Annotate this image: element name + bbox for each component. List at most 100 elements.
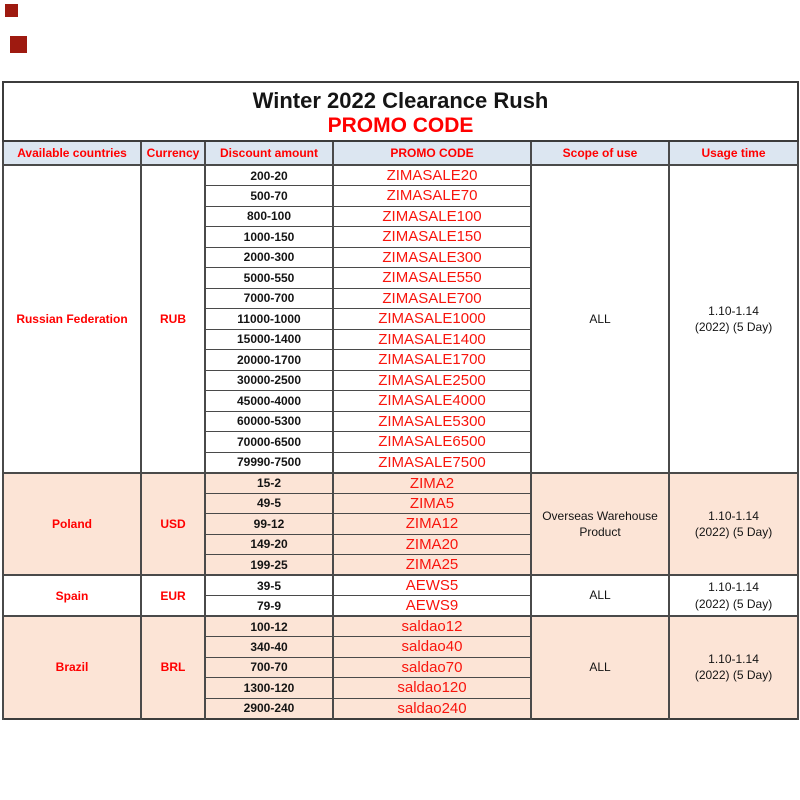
- column-header-scope-of-use: Scope of use: [530, 140, 670, 166]
- discount-amount-cell-line: 149-20: [250, 537, 288, 552]
- discount-amount-cell: 15-2: [204, 471, 334, 494]
- promo-code-cell-line: ZIMASALE100: [382, 207, 482, 225]
- promo-code-cell: ZIMASALE700: [332, 287, 532, 309]
- discount-amount-cell-line: 7000-700: [243, 291, 295, 306]
- promo-code-cell: ZIMASALE1000: [332, 308, 532, 330]
- promo-code-cell-line: ZIMASALE5300: [378, 412, 486, 430]
- promo-code-cell-line: ZIMASALE1700: [378, 351, 486, 369]
- discount-amount-cell: 79990-7500: [204, 451, 334, 473]
- promo-code-cell-line: saldao120: [397, 679, 467, 697]
- promo-code-cell: ZIMASALE150: [332, 226, 532, 248]
- country-cell-spain: Spain: [2, 574, 142, 617]
- country-cell-poland-line: Poland: [51, 516, 92, 531]
- promo-code-cell-line: ZIMASALE150: [382, 228, 482, 246]
- discount-amount-cell-line: 340-40: [250, 639, 288, 654]
- promo-code-cell: saldao12: [332, 615, 532, 637]
- currency-cell-usd: USD: [140, 471, 206, 576]
- promo-code-cell-line: ZIMASALE7500: [378, 453, 486, 471]
- table-row-russian-federation: 11000-1000 ZIMASALE1000: [3, 308, 798, 330]
- currency-cell-rub: RUB: [140, 164, 206, 473]
- promo-code-cell: ZIMA2: [332, 471, 532, 494]
- discount-amount-cell: 100-12: [204, 615, 334, 637]
- promo-code-cell: saldao240: [332, 697, 532, 719]
- promo-code-cell: ZIMASALE7500: [332, 451, 532, 473]
- promo-code-cell-line: ZIMASALE4000: [378, 392, 486, 410]
- table-row-russian-federation: Russian Federation RUB 200-20 ZIMASALE20 ALL…: [2, 164, 800, 473]
- scope-of-use-cell-poland-line: Product: [579, 524, 621, 539]
- discount-amount-cell-line: 49-5: [256, 496, 282, 511]
- table-row-russian-federation: 7000-700 ZIMASALE700: [3, 287, 798, 309]
- promo-code-cell: ZIMA20: [332, 533, 532, 555]
- table-row-brazil: 700-70 saldao70: [3, 656, 798, 678]
- column-header-usage-time: Usage time: [667, 140, 800, 166]
- discount-amount-cell: 340-40: [204, 636, 334, 658]
- table-row-poland: 199-25 ZIMA25: [3, 554, 798, 576]
- discount-amount-cell: 60000-5300: [204, 410, 334, 432]
- scope-of-use-cell-russian-federation-line: ALL: [589, 311, 611, 326]
- promo-code-cell-line: ZIMASALE70: [386, 187, 478, 205]
- discount-amount-cell-line: 15-2: [256, 476, 282, 490]
- promo-code-cell: ZIMA25: [332, 554, 532, 576]
- table-row-russian-federation: 79990-7500 ZIMASALE7500: [3, 451, 798, 473]
- promo-code-cell: ZIMASALE2500: [332, 369, 532, 391]
- discount-amount-cell-line: 70000-6500: [236, 434, 302, 449]
- discount-amount-cell: 1300-120: [204, 677, 334, 699]
- table-row-russian-federation: 800-100 ZIMASALE100: [3, 205, 798, 227]
- promo-code-cell-line: saldao70: [401, 658, 463, 676]
- promo-code-cell-line: ZIMASALE2500: [378, 371, 486, 389]
- page-subtitle: PROMO CODE: [327, 113, 474, 137]
- usage-time-cell-poland-line: 1.10-1.14: [708, 508, 759, 523]
- table-row-russian-federation: 5000-550 ZIMASALE550: [3, 267, 798, 289]
- country-cell-russian-federation-line: Russian Federation: [16, 311, 128, 326]
- title-cell: Winter 2022 Clearance Rush PROMO CODE: [1, 81, 800, 142]
- promo-code-cell: AEWS5: [332, 574, 532, 596]
- usage-time-cell-spain: 1.10-1.14 (2022) (5 Day): [667, 574, 800, 617]
- promo-code-cell-line: saldao12: [401, 618, 463, 635]
- discount-amount-cell-line: 2000-300: [243, 250, 295, 265]
- table-row-russian-federation: 60000-5300 ZIMASALE5300: [3, 410, 798, 432]
- promo-code-cell-line: ZIMASALE300: [382, 248, 482, 266]
- promo-code-table: Winter 2022 Clearance Rush PROMO CODE Av…: [1, 81, 800, 720]
- country-cell-russian-federation: Russian Federation: [2, 164, 142, 473]
- usage-time-cell-spain-line: (2022) (5 Day): [694, 596, 773, 611]
- promo-code-cell: ZIMASALE5300: [332, 410, 532, 432]
- promo-code-cell: ZIMASALE100: [332, 205, 532, 227]
- discount-amount-cell: 2900-240: [204, 697, 334, 719]
- table-row-russian-federation: 30000-2500 ZIMASALE2500: [3, 369, 798, 391]
- table-row-russian-federation: 1000-150 ZIMASALE150: [3, 226, 798, 248]
- discount-amount-cell: 15000-1400: [204, 328, 334, 350]
- table-row-spain: Spain EUR 39-5 AEWS5 ALL 1.10-1.14 (2022) (5 D…: [2, 574, 800, 617]
- promo-code-cell-line: ZIMA12: [405, 515, 459, 533]
- promo-code-cell-line: ZIMA20: [405, 535, 459, 553]
- table-row-russian-federation: 15000-1400 ZIMASALE1400: [3, 328, 798, 350]
- promo-code-cell-line: ZIMASALE1400: [378, 330, 486, 348]
- promo-code-cell: ZIMA12: [332, 513, 532, 535]
- discount-amount-cell: 7000-700: [204, 287, 334, 309]
- currency-cell-usd-line: USD: [160, 516, 186, 531]
- discount-amount-cell: 99-12: [204, 513, 334, 535]
- usage-time-cell-spain-line: 1.10-1.14: [708, 580, 759, 595]
- discount-amount-cell: 2000-300: [204, 246, 334, 268]
- promo-code-cell: AEWS9: [332, 595, 532, 617]
- discount-amount-cell-line: 60000-5300: [236, 414, 302, 429]
- discount-amount-cell-line: 20000-1700: [236, 352, 302, 367]
- scope-of-use-cell-poland: Overseas Warehouse Product: [530, 471, 670, 576]
- discount-amount-cell: 149-20: [204, 533, 334, 555]
- discount-amount-cell-line: 800-100: [246, 209, 292, 224]
- country-cell-brazil: Brazil: [2, 615, 142, 719]
- promo-code-cell: saldao120: [332, 677, 532, 699]
- promo-code-cell-line: ZIMASALE1000: [378, 310, 486, 328]
- column-header-row: Available countries Currency Discount amou…: [2, 140, 800, 166]
- discount-amount-cell: 30000-2500: [204, 369, 334, 391]
- promo-code-cell: ZIMA5: [332, 492, 532, 514]
- table-row-spain: 79-9 AEWS9: [3, 595, 798, 617]
- promo-code-cell: ZIMASALE6500: [332, 431, 532, 453]
- promo-code-cell: ZIMASALE550: [332, 267, 532, 289]
- usage-time-cell-poland: 1.10-1.14 (2022) (5 Day): [667, 471, 800, 576]
- currency-cell-eur: EUR: [140, 574, 206, 617]
- table-row-russian-federation: 2000-300 ZIMASALE300: [3, 246, 798, 268]
- scope-of-use-cell-spain-line: ALL: [589, 588, 611, 603]
- column-header-available-countries: Available countries: [2, 140, 142, 166]
- table-row-poland: Poland USD 15-2 ZIMA2 Overseas Warehouse Prod…: [2, 471, 800, 576]
- promo-code-cell-line: ZIMASALE550: [382, 269, 482, 287]
